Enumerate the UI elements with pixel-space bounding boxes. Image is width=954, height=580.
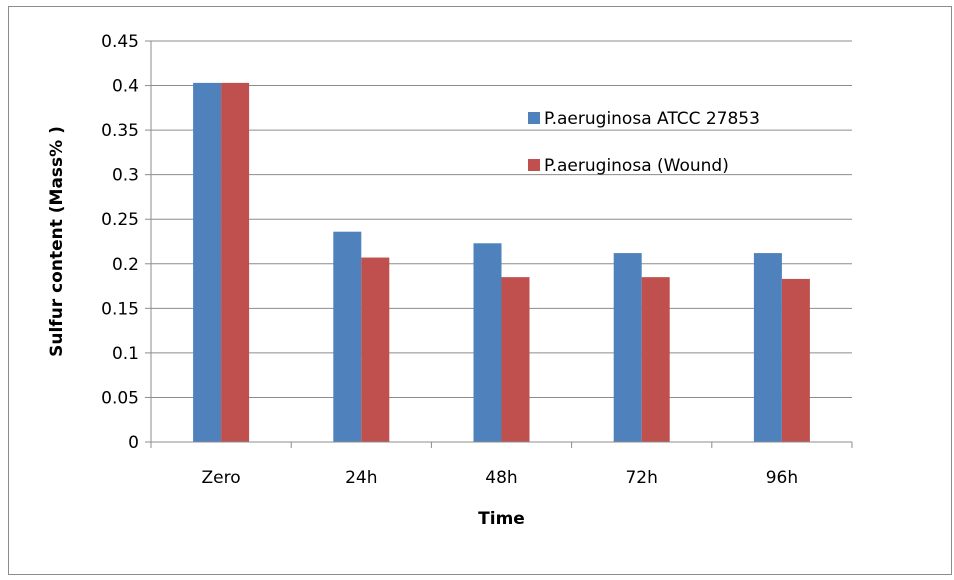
axes bbox=[150, 41, 853, 448]
y-tick-label: 0.1 bbox=[112, 344, 139, 364]
bar-chart: 0 0.05 0.1 0.15 0.2 0.25 0.3 0.35 0.4 0.45 Zero 24… bbox=[47, 32, 853, 529]
bars bbox=[193, 82, 810, 442]
y-tick-label: 0.3 bbox=[112, 166, 139, 186]
x-tick-labels: Zero 24h 48h 72h 96h bbox=[202, 468, 799, 488]
x-tick-label: 48h bbox=[485, 468, 517, 488]
x-tick-label: 96h bbox=[766, 468, 798, 488]
y-tick-label: 0.05 bbox=[101, 388, 139, 408]
y-tick-label: 0.45 bbox=[101, 32, 139, 52]
x-tick-label: Zero bbox=[202, 468, 241, 488]
bar bbox=[753, 253, 782, 442]
bar bbox=[193, 82, 222, 442]
y-tick-label: 0 bbox=[128, 433, 139, 453]
y-tick-label: 0.35 bbox=[101, 121, 139, 141]
bar bbox=[333, 231, 362, 442]
legend-label: P.aeruginosa (Wound) bbox=[544, 156, 729, 176]
y-tick-labels: 0 0.05 0.1 0.15 0.2 0.25 0.3 0.35 0.4 0.45 bbox=[101, 32, 139, 453]
bar bbox=[781, 278, 810, 442]
y-tick-label: 0.2 bbox=[112, 255, 139, 275]
bar bbox=[221, 82, 250, 442]
legend-swatch bbox=[528, 159, 540, 171]
bar bbox=[641, 277, 670, 442]
y-tick-label: 0.25 bbox=[101, 210, 139, 230]
y-tick-label: 0.15 bbox=[101, 299, 139, 319]
legend-swatch bbox=[528, 112, 540, 124]
x-tick-label: 72h bbox=[625, 468, 657, 488]
bar bbox=[361, 257, 390, 442]
bar bbox=[501, 277, 530, 442]
legend-label: P.aeruginosa ATCC 27853 bbox=[544, 109, 760, 129]
y-axis-title: Sulfur content (Mass% ) bbox=[47, 126, 67, 357]
x-tick-label: 24h bbox=[345, 468, 377, 488]
bar bbox=[473, 243, 502, 442]
legend: P.aeruginosa ATCC 27853 P.aeruginosa (Wou… bbox=[528, 109, 760, 176]
y-tick-label: 0.4 bbox=[112, 77, 139, 97]
chart-frame: 0 0.05 0.1 0.15 0.2 0.25 0.3 0.35 0.4 0.45 Zero 24… bbox=[8, 6, 952, 575]
bar bbox=[613, 253, 642, 442]
x-axis-title: Time bbox=[478, 509, 525, 529]
